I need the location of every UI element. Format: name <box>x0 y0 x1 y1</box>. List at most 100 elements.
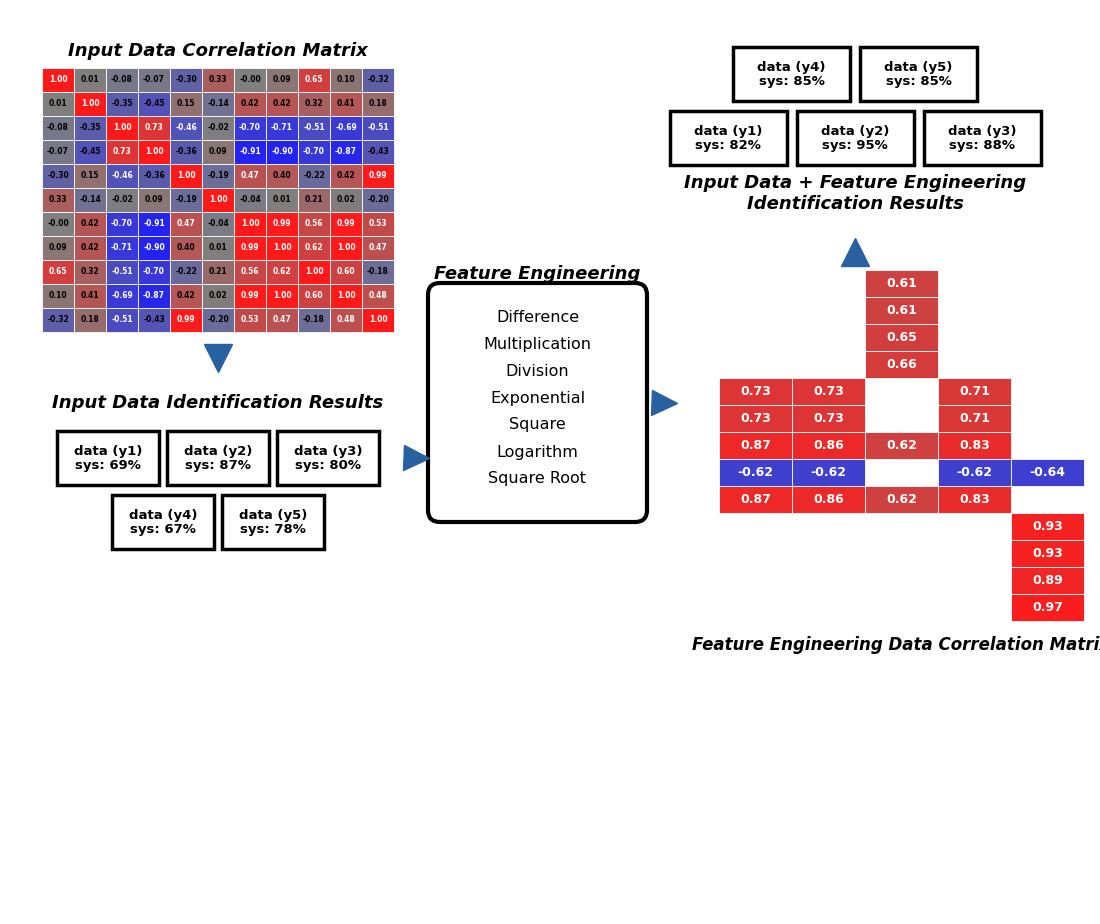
Bar <box>719 378 792 405</box>
Text: Exponential: Exponential <box>490 391 585 406</box>
Text: -0.69: -0.69 <box>336 124 356 132</box>
Bar <box>202 260 234 284</box>
Bar <box>330 284 362 308</box>
Text: 0.62: 0.62 <box>887 493 917 506</box>
Bar <box>330 212 362 236</box>
Bar <box>202 164 234 188</box>
Bar <box>234 236 266 260</box>
Text: -0.70: -0.70 <box>239 124 261 132</box>
Bar <box>74 236 106 260</box>
Text: 0.89: 0.89 <box>1032 574 1063 587</box>
Bar <box>170 164 202 188</box>
Text: -0.20: -0.20 <box>207 315 229 324</box>
Text: 0.99: 0.99 <box>337 220 355 228</box>
Text: -0.20: -0.20 <box>367 196 389 204</box>
Bar <box>719 405 792 432</box>
Text: 0.42: 0.42 <box>80 244 99 252</box>
FancyBboxPatch shape <box>167 431 270 485</box>
Text: 0.99: 0.99 <box>177 315 196 324</box>
FancyBboxPatch shape <box>277 431 379 485</box>
Bar <box>234 164 266 188</box>
FancyBboxPatch shape <box>428 283 647 522</box>
Text: 0.73: 0.73 <box>813 385 844 398</box>
Text: Multiplication: Multiplication <box>484 336 592 351</box>
Text: -0.90: -0.90 <box>271 148 293 156</box>
Bar <box>170 260 202 284</box>
Bar <box>298 140 330 164</box>
Text: 0.71: 0.71 <box>959 385 990 398</box>
Text: 1.00: 1.00 <box>80 100 99 108</box>
Text: 0.73: 0.73 <box>813 412 844 425</box>
Text: -0.30: -0.30 <box>47 172 69 180</box>
Bar <box>362 164 394 188</box>
Bar <box>1011 567 1084 594</box>
Bar <box>362 92 394 116</box>
Text: -0.22: -0.22 <box>175 268 197 276</box>
Text: 0.56: 0.56 <box>305 220 323 228</box>
Bar <box>298 308 330 332</box>
Bar <box>42 116 74 140</box>
Text: Input Data Correlation Matrix: Input Data Correlation Matrix <box>68 42 367 60</box>
Text: 1.00: 1.00 <box>368 315 387 324</box>
Text: -0.32: -0.32 <box>367 76 389 84</box>
Text: 0.15: 0.15 <box>177 100 196 108</box>
Text: sys: 69%: sys: 69% <box>75 459 141 472</box>
Text: 0.87: 0.87 <box>740 493 771 506</box>
Bar <box>234 284 266 308</box>
Text: 0.83: 0.83 <box>959 493 990 506</box>
Text: 0.15: 0.15 <box>80 172 99 180</box>
Text: -0.64: -0.64 <box>1030 466 1066 479</box>
Text: 1.00: 1.00 <box>48 76 67 84</box>
Text: -0.07: -0.07 <box>143 76 165 84</box>
Text: Difference: Difference <box>496 310 579 324</box>
Text: 0.32: 0.32 <box>305 100 323 108</box>
Bar <box>202 140 234 164</box>
Text: sys: 85%: sys: 85% <box>759 76 824 89</box>
Text: -0.87: -0.87 <box>143 291 165 300</box>
Bar <box>362 308 394 332</box>
Text: 0.10: 0.10 <box>337 76 355 84</box>
Bar <box>170 140 202 164</box>
Text: sys: 67%: sys: 67% <box>130 524 196 537</box>
Bar <box>330 92 362 116</box>
Text: -0.08: -0.08 <box>47 124 69 132</box>
Bar <box>362 284 394 308</box>
Bar <box>298 68 330 92</box>
Text: 0.60: 0.60 <box>337 268 355 276</box>
Bar <box>202 284 234 308</box>
Text: sys: 87%: sys: 87% <box>185 459 251 472</box>
Bar <box>74 68 106 92</box>
Text: -0.62: -0.62 <box>957 466 992 479</box>
Bar <box>74 188 106 212</box>
Text: 0.99: 0.99 <box>368 172 387 180</box>
Bar <box>362 140 394 164</box>
Text: 1.00: 1.00 <box>112 124 131 132</box>
Bar <box>170 68 202 92</box>
Bar <box>202 92 234 116</box>
Bar <box>106 92 138 116</box>
Bar <box>234 188 266 212</box>
Bar <box>42 92 74 116</box>
Bar <box>234 116 266 140</box>
Text: 0.47: 0.47 <box>177 220 196 228</box>
Bar <box>138 308 170 332</box>
Bar <box>719 459 792 486</box>
Text: 0.40: 0.40 <box>273 172 292 180</box>
Bar <box>1011 513 1084 540</box>
Bar <box>865 297 938 324</box>
Text: 0.83: 0.83 <box>959 439 990 452</box>
Text: sys: 82%: sys: 82% <box>695 140 761 152</box>
Text: -0.14: -0.14 <box>207 100 229 108</box>
Text: -0.91: -0.91 <box>143 220 165 228</box>
Bar <box>792 378 865 405</box>
Bar <box>170 188 202 212</box>
Bar <box>792 459 865 486</box>
Text: -0.70: -0.70 <box>304 148 324 156</box>
Bar <box>362 116 394 140</box>
Text: data (y1): data (y1) <box>694 126 762 139</box>
Bar <box>42 260 74 284</box>
Text: 0.42: 0.42 <box>241 100 260 108</box>
Text: data (y4): data (y4) <box>129 509 197 522</box>
Bar <box>138 260 170 284</box>
Bar <box>106 188 138 212</box>
